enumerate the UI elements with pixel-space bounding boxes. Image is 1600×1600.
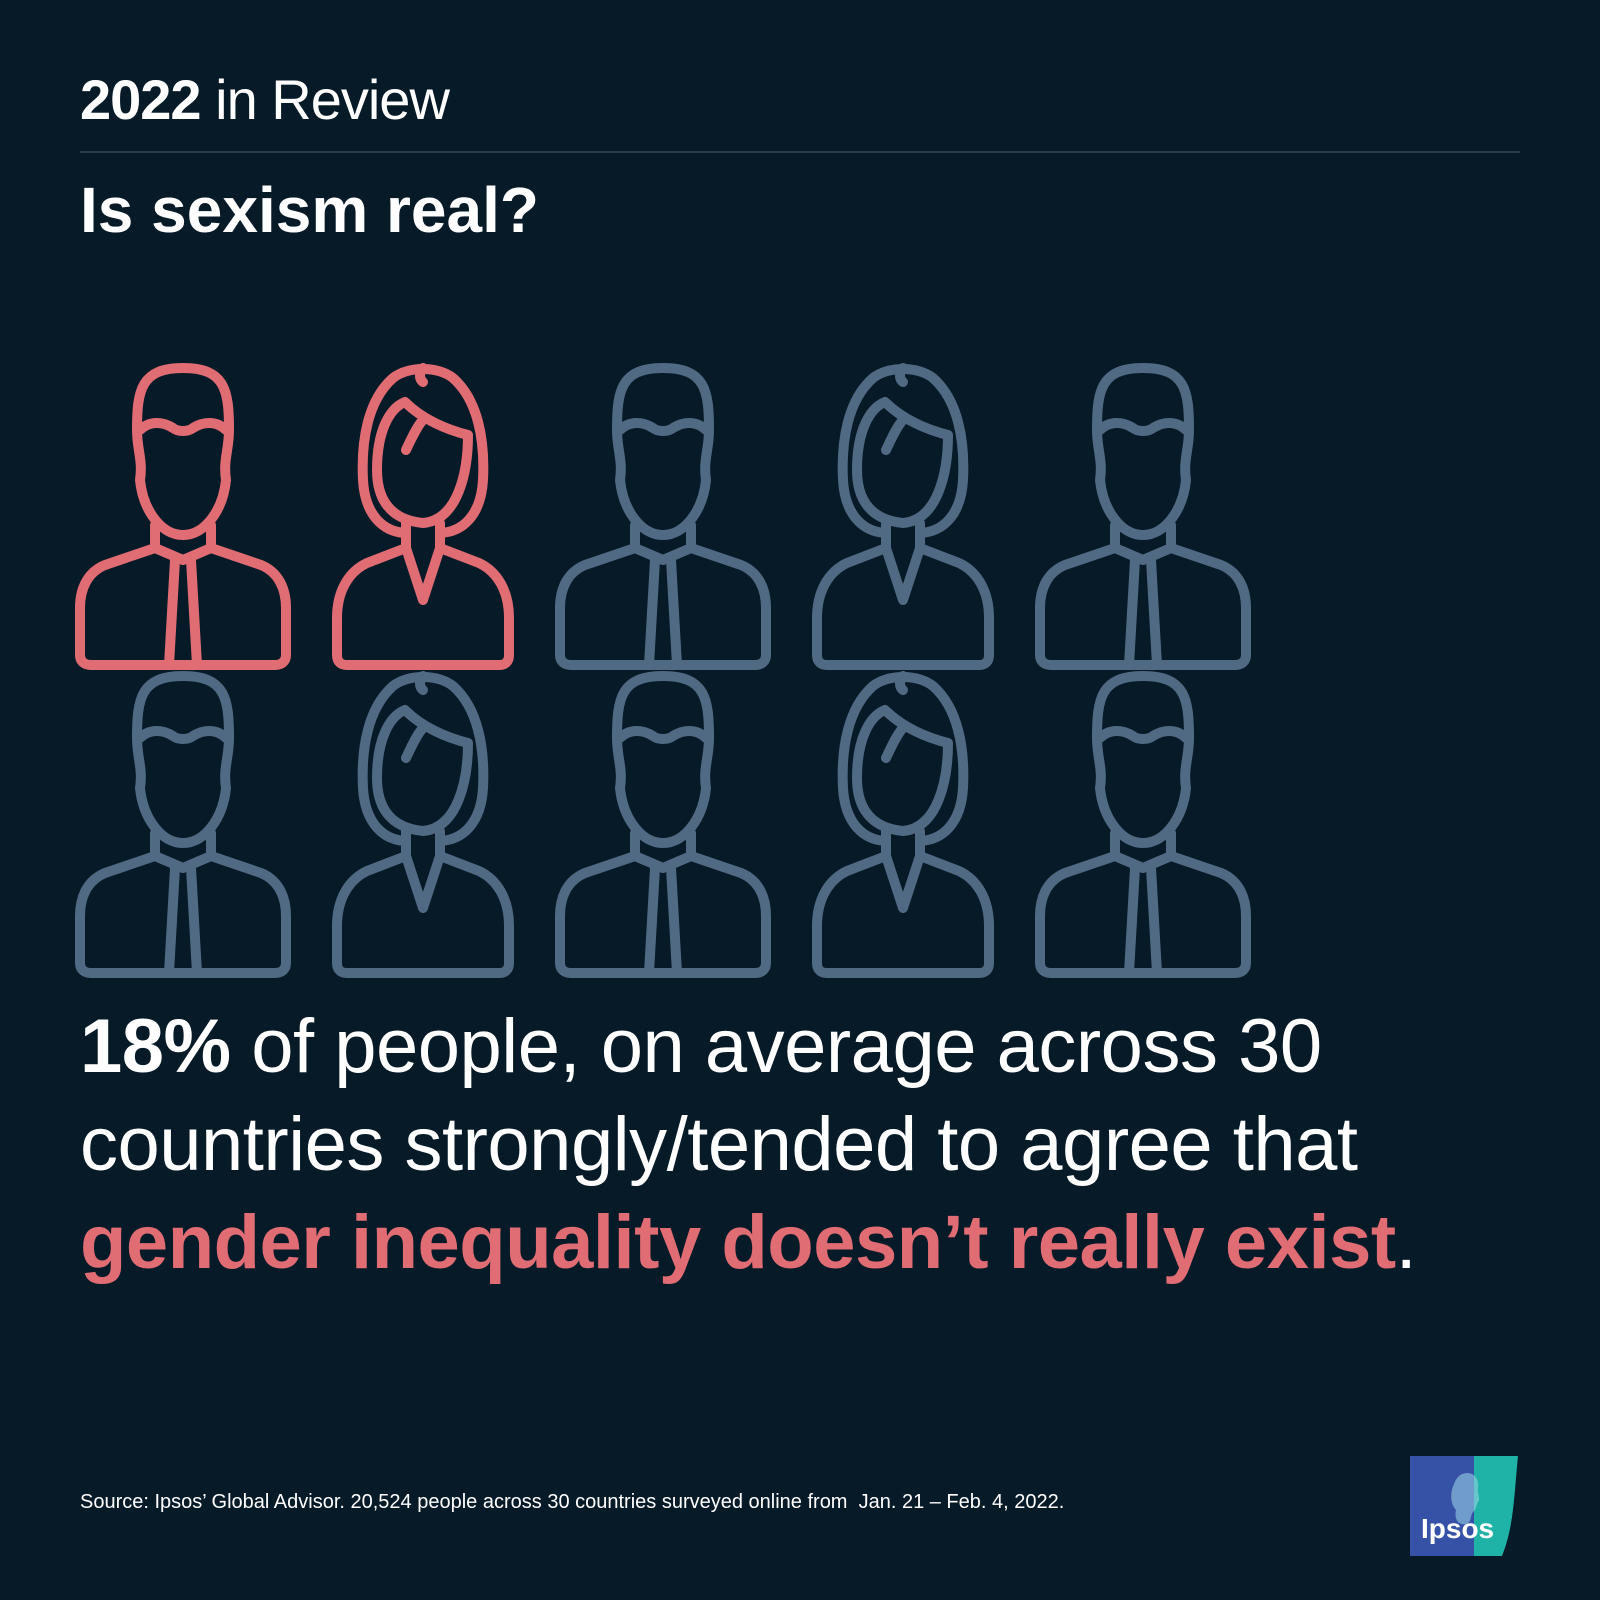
header-rest: in Review xyxy=(200,68,450,131)
man-person-icon xyxy=(560,368,766,665)
man-person-icon xyxy=(80,676,286,973)
source-note: Source: Ipsos’ Global Advisor. 20,524 pe… xyxy=(80,1491,1065,1513)
woman-person-icon xyxy=(337,368,509,665)
stat-text: of people, on average across 30 countrie… xyxy=(80,1004,1358,1187)
page-question: Is sexism real? xyxy=(80,174,539,246)
header-year: 2022 xyxy=(80,68,202,131)
stat-end: . xyxy=(1395,1200,1417,1285)
man-person-icon xyxy=(1040,368,1246,665)
statistic-statement: 18% of people, on average across 30 coun… xyxy=(80,998,1520,1292)
stat-percent: 18% xyxy=(80,1004,231,1089)
woman-person-icon xyxy=(817,368,989,665)
man-person-icon xyxy=(80,368,286,665)
woman-person-icon xyxy=(337,676,509,973)
stat-highlight: gender inequality doesn’t really exist xyxy=(80,1200,1396,1285)
man-person-icon xyxy=(560,676,766,973)
header-divider xyxy=(80,151,1520,153)
logo-text: Ipsos xyxy=(1421,1513,1494,1544)
man-person-icon xyxy=(1040,676,1246,973)
woman-person-icon xyxy=(817,676,989,973)
ipsos-logo: Ipsos xyxy=(1410,1456,1520,1556)
header-title: 2022 in Review xyxy=(80,72,450,128)
ipsos-logo-mark: Ipsos xyxy=(1410,1456,1518,1556)
